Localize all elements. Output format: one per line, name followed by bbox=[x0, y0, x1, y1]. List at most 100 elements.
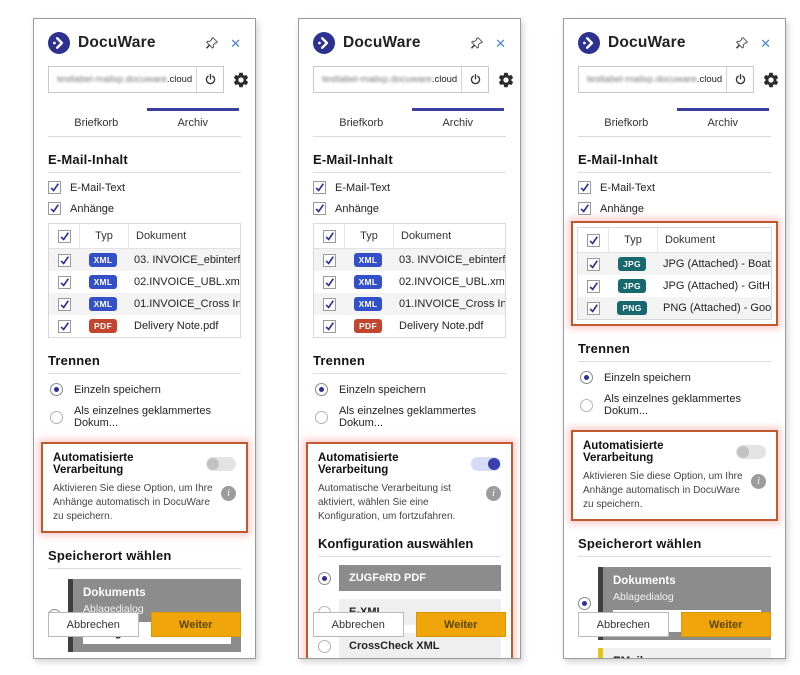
tab-briefkorb[interactable]: Briefkorb bbox=[604, 117, 649, 129]
tab-archiv[interactable]: Archiv bbox=[145, 108, 242, 136]
server-url-field[interactable]: testlabel-mailxp.docuware.cloud bbox=[313, 66, 490, 93]
row-checkbox[interactable] bbox=[322, 319, 336, 333]
server-url-field[interactable]: testlabel-mailxp.docuware.cloud bbox=[48, 66, 225, 93]
next-button[interactable]: Weiter bbox=[415, 612, 506, 637]
addin-panel-1: DocuWare ✕ testlabel-mailxp.docuware.clo… bbox=[33, 18, 256, 659]
row-checkbox[interactable] bbox=[322, 275, 336, 289]
addin-panel-3: DocuWare ✕ testlabel-mailxp.docuware.clo… bbox=[563, 18, 786, 659]
radio-zugferd[interactable] bbox=[318, 571, 331, 585]
radio-crosscheck[interactable] bbox=[318, 639, 331, 653]
row-checkbox[interactable] bbox=[57, 275, 71, 289]
attachments-checkbox[interactable] bbox=[48, 202, 61, 215]
radio-einzeln-speichern[interactable] bbox=[580, 371, 593, 384]
pin-icon[interactable] bbox=[205, 36, 219, 50]
select-all-checkbox[interactable] bbox=[586, 233, 600, 247]
auto-processing-title: Automatisierte Verarbeitung bbox=[318, 452, 399, 476]
file-type-badge: JPG bbox=[618, 257, 646, 271]
table-row[interactable]: XML 02.INVOICE_UBL.xml bbox=[49, 271, 240, 293]
file-type-badge: PDF bbox=[89, 319, 117, 333]
radio-geklammert[interactable] bbox=[50, 410, 63, 424]
power-icon[interactable] bbox=[726, 67, 753, 92]
table-row[interactable]: XML 01.INVOICE_Cross In... bbox=[49, 293, 240, 315]
table-row[interactable]: XML 01.INVOICE_Cross In... bbox=[314, 293, 505, 315]
close-icon[interactable]: ✕ bbox=[230, 35, 241, 51]
table-row[interactable]: PDF Delivery Note.pdf bbox=[49, 315, 240, 337]
auto-processing-header: Automatisierte Verarbeitung bbox=[583, 440, 766, 464]
info-icon[interactable]: i bbox=[751, 474, 766, 489]
auto-processing-toggle[interactable] bbox=[206, 457, 236, 471]
attachments-checkbox[interactable] bbox=[578, 202, 591, 215]
next-button[interactable]: Weiter bbox=[680, 612, 771, 637]
table-row[interactable]: JPG JPG (Attached) - Boat ... bbox=[578, 253, 771, 275]
tab-briefkorb[interactable]: Briefkorb bbox=[339, 117, 384, 129]
attachments-table: Typ Dokument XML 03. INVOICE_ebinterf...… bbox=[313, 223, 506, 338]
table-header: Typ Dokument bbox=[314, 224, 505, 249]
close-icon[interactable]: ✕ bbox=[760, 35, 771, 51]
radio-einzeln-speichern[interactable] bbox=[315, 383, 328, 396]
server-url-field[interactable]: testlabel-mailxp.docuware.cloud bbox=[578, 66, 755, 93]
tab-archiv[interactable]: Archiv bbox=[410, 108, 507, 136]
cancel-button[interactable]: Abbrechen bbox=[48, 612, 139, 637]
row-checkbox[interactable] bbox=[322, 253, 336, 267]
select-all-checkbox[interactable] bbox=[57, 229, 71, 243]
table-header: Typ Dokument bbox=[49, 224, 240, 249]
tab-bar: Briefkorb Archiv bbox=[48, 108, 241, 137]
auto-processing-toggle[interactable] bbox=[736, 445, 766, 459]
row-checkbox[interactable] bbox=[57, 319, 71, 333]
document-name: 03. INVOICE_ebinterf... bbox=[134, 254, 240, 266]
pin-icon[interactable] bbox=[470, 36, 484, 50]
select-all-checkbox[interactable] bbox=[322, 229, 336, 243]
file-type-badge: XML bbox=[88, 297, 118, 311]
divider bbox=[48, 172, 241, 173]
table-row[interactable]: XML 03. INVOICE_ebinterf... bbox=[314, 249, 505, 271]
settings-gear-icon[interactable] bbox=[497, 71, 515, 89]
radio-geklammert[interactable] bbox=[315, 410, 328, 424]
config-option-crosscheck[interactable]: CrossCheck XML bbox=[339, 633, 501, 658]
row-checkbox[interactable] bbox=[57, 297, 71, 311]
settings-gear-icon[interactable] bbox=[762, 71, 780, 89]
next-button[interactable]: Weiter bbox=[150, 612, 241, 637]
row-checkbox[interactable] bbox=[322, 297, 336, 311]
email-text-checkbox[interactable] bbox=[48, 181, 61, 194]
radio-geklammert-label: Als einzelnes geklammertes Dokum... bbox=[339, 405, 476, 429]
email-text-checkbox[interactable] bbox=[578, 181, 591, 194]
radio-dokuments[interactable] bbox=[578, 597, 591, 611]
info-icon[interactable]: i bbox=[486, 486, 501, 501]
pin-icon[interactable] bbox=[735, 36, 749, 50]
config-option-zugferd[interactable]: ZUGFeRD PDF bbox=[339, 565, 501, 592]
power-icon[interactable] bbox=[196, 67, 223, 92]
emails-card-row: EMails Ablagedialog bbox=[578, 648, 771, 658]
email-text-checkbox[interactable] bbox=[313, 181, 326, 194]
table-row[interactable]: PDF Delivery Note.pdf bbox=[314, 315, 505, 337]
tab-bar: Briefkorb Archiv bbox=[313, 108, 506, 137]
close-icon[interactable]: ✕ bbox=[495, 35, 506, 51]
table-row[interactable]: XML 03. INVOICE_ebinterf... bbox=[49, 249, 240, 271]
col-typ: Typ bbox=[345, 224, 394, 248]
email-content-title: E-Mail-Inhalt bbox=[313, 152, 393, 167]
radio-geklammert[interactable] bbox=[580, 398, 593, 412]
docuware-logo-icon bbox=[578, 32, 600, 54]
radio-einzeln-speichern[interactable] bbox=[50, 383, 63, 396]
config-title: Konfiguration auswählen bbox=[318, 536, 474, 552]
cancel-button[interactable]: Abbrechen bbox=[313, 612, 404, 637]
tab-briefkorb[interactable]: Briefkorb bbox=[74, 117, 119, 129]
tab-archiv[interactable]: Archiv bbox=[675, 108, 772, 136]
cancel-button[interactable]: Abbrechen bbox=[578, 612, 669, 637]
table-row[interactable]: PNG PNG (Attached) - Goo... bbox=[578, 297, 771, 319]
table-row[interactable]: JPG JPG (Attached) - GitH... bbox=[578, 275, 771, 297]
row-checkbox[interactable] bbox=[57, 253, 71, 267]
emails-card[interactable]: EMails Ablagedialog bbox=[598, 648, 771, 658]
row-checkbox[interactable] bbox=[586, 279, 600, 293]
emails-name: EMails bbox=[613, 656, 761, 658]
info-icon[interactable]: i bbox=[221, 486, 236, 501]
auto-processing-description: Automatische Verarbeitung ist aktiviert,… bbox=[318, 483, 456, 522]
settings-gear-icon[interactable] bbox=[232, 71, 250, 89]
row-checkbox[interactable] bbox=[586, 257, 600, 271]
table-row[interactable]: XML 02.INVOICE_UBL.xml bbox=[314, 271, 505, 293]
radio-einzeln-label: Einzeln speichern bbox=[339, 383, 426, 396]
auto-processing-toggle[interactable] bbox=[471, 457, 501, 471]
server-url: testlabel-mailxp.docuware.cloud bbox=[57, 74, 193, 85]
row-checkbox[interactable] bbox=[586, 301, 600, 315]
power-icon[interactable] bbox=[461, 67, 488, 92]
attachments-checkbox[interactable] bbox=[313, 202, 326, 215]
